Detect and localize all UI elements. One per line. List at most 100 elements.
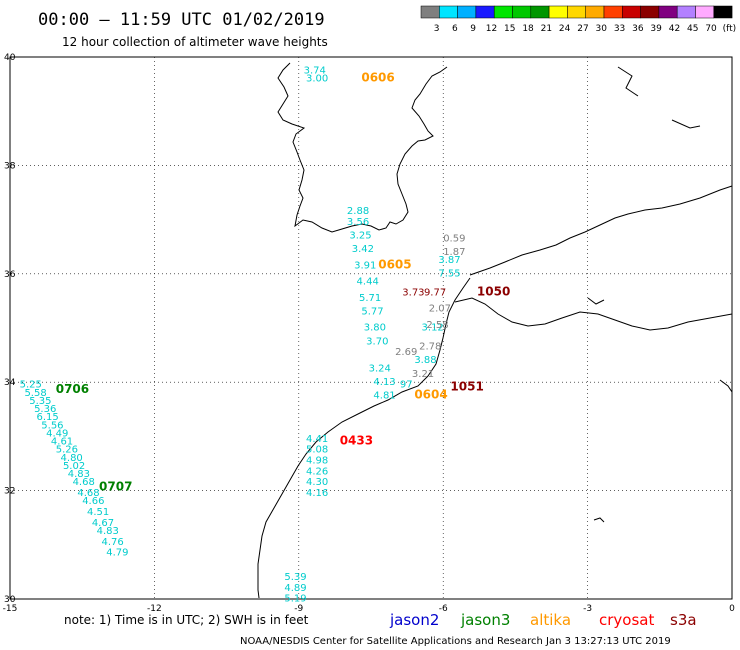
wave-height-value: 3.80 xyxy=(364,323,386,334)
color-swatch xyxy=(457,5,477,19)
x-tick-label: -6 xyxy=(439,604,448,614)
wave-height-value: 3.42 xyxy=(352,244,374,255)
wave-height-value: 4.66 xyxy=(82,496,104,507)
wave-height-value: 4.16 xyxy=(306,488,328,499)
color-swatch xyxy=(622,5,641,19)
wave-height-value: 5.02 xyxy=(63,461,85,472)
page-subtitle: 12 hour collection of altimeter wave hei… xyxy=(62,35,328,49)
wave-height-value: 3.70 xyxy=(366,336,388,347)
footer-note: note: 1) Time is in UTC; 2) SWH is in fe… xyxy=(64,613,309,627)
wave-height-value: 5.39 xyxy=(284,572,306,583)
color-scale-label: 12 xyxy=(486,24,497,34)
wave-height-value: 97 xyxy=(400,380,413,391)
wave-height-value: 3.25 xyxy=(349,231,371,242)
map-frame xyxy=(9,56,733,600)
pass-time-label: 1050 xyxy=(477,284,510,298)
wave-height-value: 3.87 xyxy=(438,255,460,266)
color-scale-label: 9 xyxy=(470,24,476,34)
wave-height-value: 4.81 xyxy=(373,390,395,401)
color-scale-label: 18 xyxy=(522,24,534,34)
pass-time-label: 0604 xyxy=(414,387,447,401)
wave-height-value: 4.83 xyxy=(97,526,119,537)
wave-height-value: 4.26 xyxy=(306,466,328,477)
color-scale-label: 3 xyxy=(434,24,440,34)
pass-time-label: 0606 xyxy=(361,70,394,84)
wave-height-value: 5.26 xyxy=(56,445,78,456)
pass-time-label: 0706 xyxy=(56,382,89,396)
color-scale-label: 21 xyxy=(541,24,552,34)
color-swatch xyxy=(640,5,660,19)
wave-height-value: 5.35 xyxy=(29,396,51,407)
pass-time-label: 0707 xyxy=(99,480,132,494)
wave-height-value: 4.89 xyxy=(284,583,306,594)
x-tick-label: -3 xyxy=(583,604,592,614)
y-tick-label: 34 xyxy=(4,378,16,388)
x-tick-label: -9 xyxy=(294,604,303,614)
wave-height-value: 2.58 xyxy=(426,320,448,331)
color-swatch xyxy=(695,5,715,19)
y-tick-label: 32 xyxy=(4,487,15,497)
color-scale-label: 45 xyxy=(687,24,698,34)
pass-time-label: 0605 xyxy=(378,257,411,271)
wave-height-value: 4.13 xyxy=(373,377,395,388)
color-swatch xyxy=(512,5,532,19)
wave-height-value: 4.51 xyxy=(87,507,109,518)
wave-height-value: 4.30 xyxy=(306,477,328,488)
wave-height-value: 1.87 xyxy=(443,247,465,258)
wave-height-value: 3.88 xyxy=(414,355,436,366)
x-tick-label: 0 xyxy=(729,604,735,614)
color-swatch xyxy=(439,5,458,19)
color-scale-label: 33 xyxy=(614,24,625,34)
wave-height-value: 3.24 xyxy=(369,363,391,374)
wave-height-value: 3.56 xyxy=(347,217,369,228)
lat-lon-grid xyxy=(10,57,732,599)
wave-height-value: 4.41 xyxy=(306,434,328,445)
color-swatch xyxy=(548,5,568,19)
wave-height-value: 2.07 xyxy=(429,304,451,315)
color-swatch xyxy=(475,5,495,19)
page-title: 00:00 – 11:59 UTC 01/02/2019 xyxy=(38,10,325,30)
color-scale-legend: 3 6 9 12 15 18 21 24 27 30 33 36 39 42 45 70 (ft) xyxy=(420,5,737,34)
color-swatch xyxy=(530,5,550,19)
coastline xyxy=(257,62,733,599)
pass-time-labels: 0606 0605 0604 1050 1051 0433 0706 0707 xyxy=(56,70,511,493)
satellite-legend-item: cryosat xyxy=(599,611,654,629)
wave-height-value: 2.69 xyxy=(395,347,417,358)
color-scale-label: (ft) xyxy=(723,24,737,34)
wave-height-value: 5.71 xyxy=(359,293,381,304)
wave-height-value: 2.88 xyxy=(347,206,369,217)
wave-height-value: 9.77 xyxy=(424,287,446,298)
wave-height-value: 0.59 xyxy=(443,233,465,244)
wave-height-value: 5.36 xyxy=(34,404,56,415)
wave-height-value: 4.68 xyxy=(73,477,95,488)
wave-height-value: 7.55 xyxy=(438,269,460,280)
wave-height-value: 3.91 xyxy=(354,260,376,271)
x-tick-label: -15 xyxy=(3,604,18,614)
color-scale-label: 36 xyxy=(632,24,644,34)
wave-height-value: 4.61 xyxy=(51,437,73,448)
pass-time-label: 0433 xyxy=(340,434,373,448)
color-swatch xyxy=(658,5,678,19)
wave-height-value: 5.08 xyxy=(306,445,328,456)
y-tick-label: 38 xyxy=(4,161,16,171)
wave-height-value: 2.78 xyxy=(419,342,441,353)
wave-height-value: 4.44 xyxy=(357,277,379,288)
footer-credit: NOAA/NESDIS Center for Satellite Applica… xyxy=(240,636,671,647)
wave-height-value: 3.12 xyxy=(422,323,444,334)
color-scale-label: 6 xyxy=(452,24,458,34)
y-tick-label: 30 xyxy=(4,595,16,605)
color-swatch xyxy=(493,5,513,19)
satellite-legend-item: s3a xyxy=(670,611,697,629)
wave-height-value: 3.00 xyxy=(306,73,328,84)
wave-height-value: 4.68 xyxy=(77,488,99,499)
satellite-legend-item: jason2 xyxy=(389,611,439,629)
wave-height-value: 5.56 xyxy=(41,420,63,431)
wave-height-value: 4.80 xyxy=(61,453,83,464)
y-tick-label: 40 xyxy=(4,53,16,63)
color-scale-label: 27 xyxy=(577,24,588,34)
color-swatch xyxy=(567,5,586,19)
wave-height-value: 4.83 xyxy=(68,469,90,480)
wave-height-value: 5.77 xyxy=(361,306,383,317)
wave-height-value: 5.58 xyxy=(24,388,46,399)
color-scale-label: 39 xyxy=(650,24,662,34)
